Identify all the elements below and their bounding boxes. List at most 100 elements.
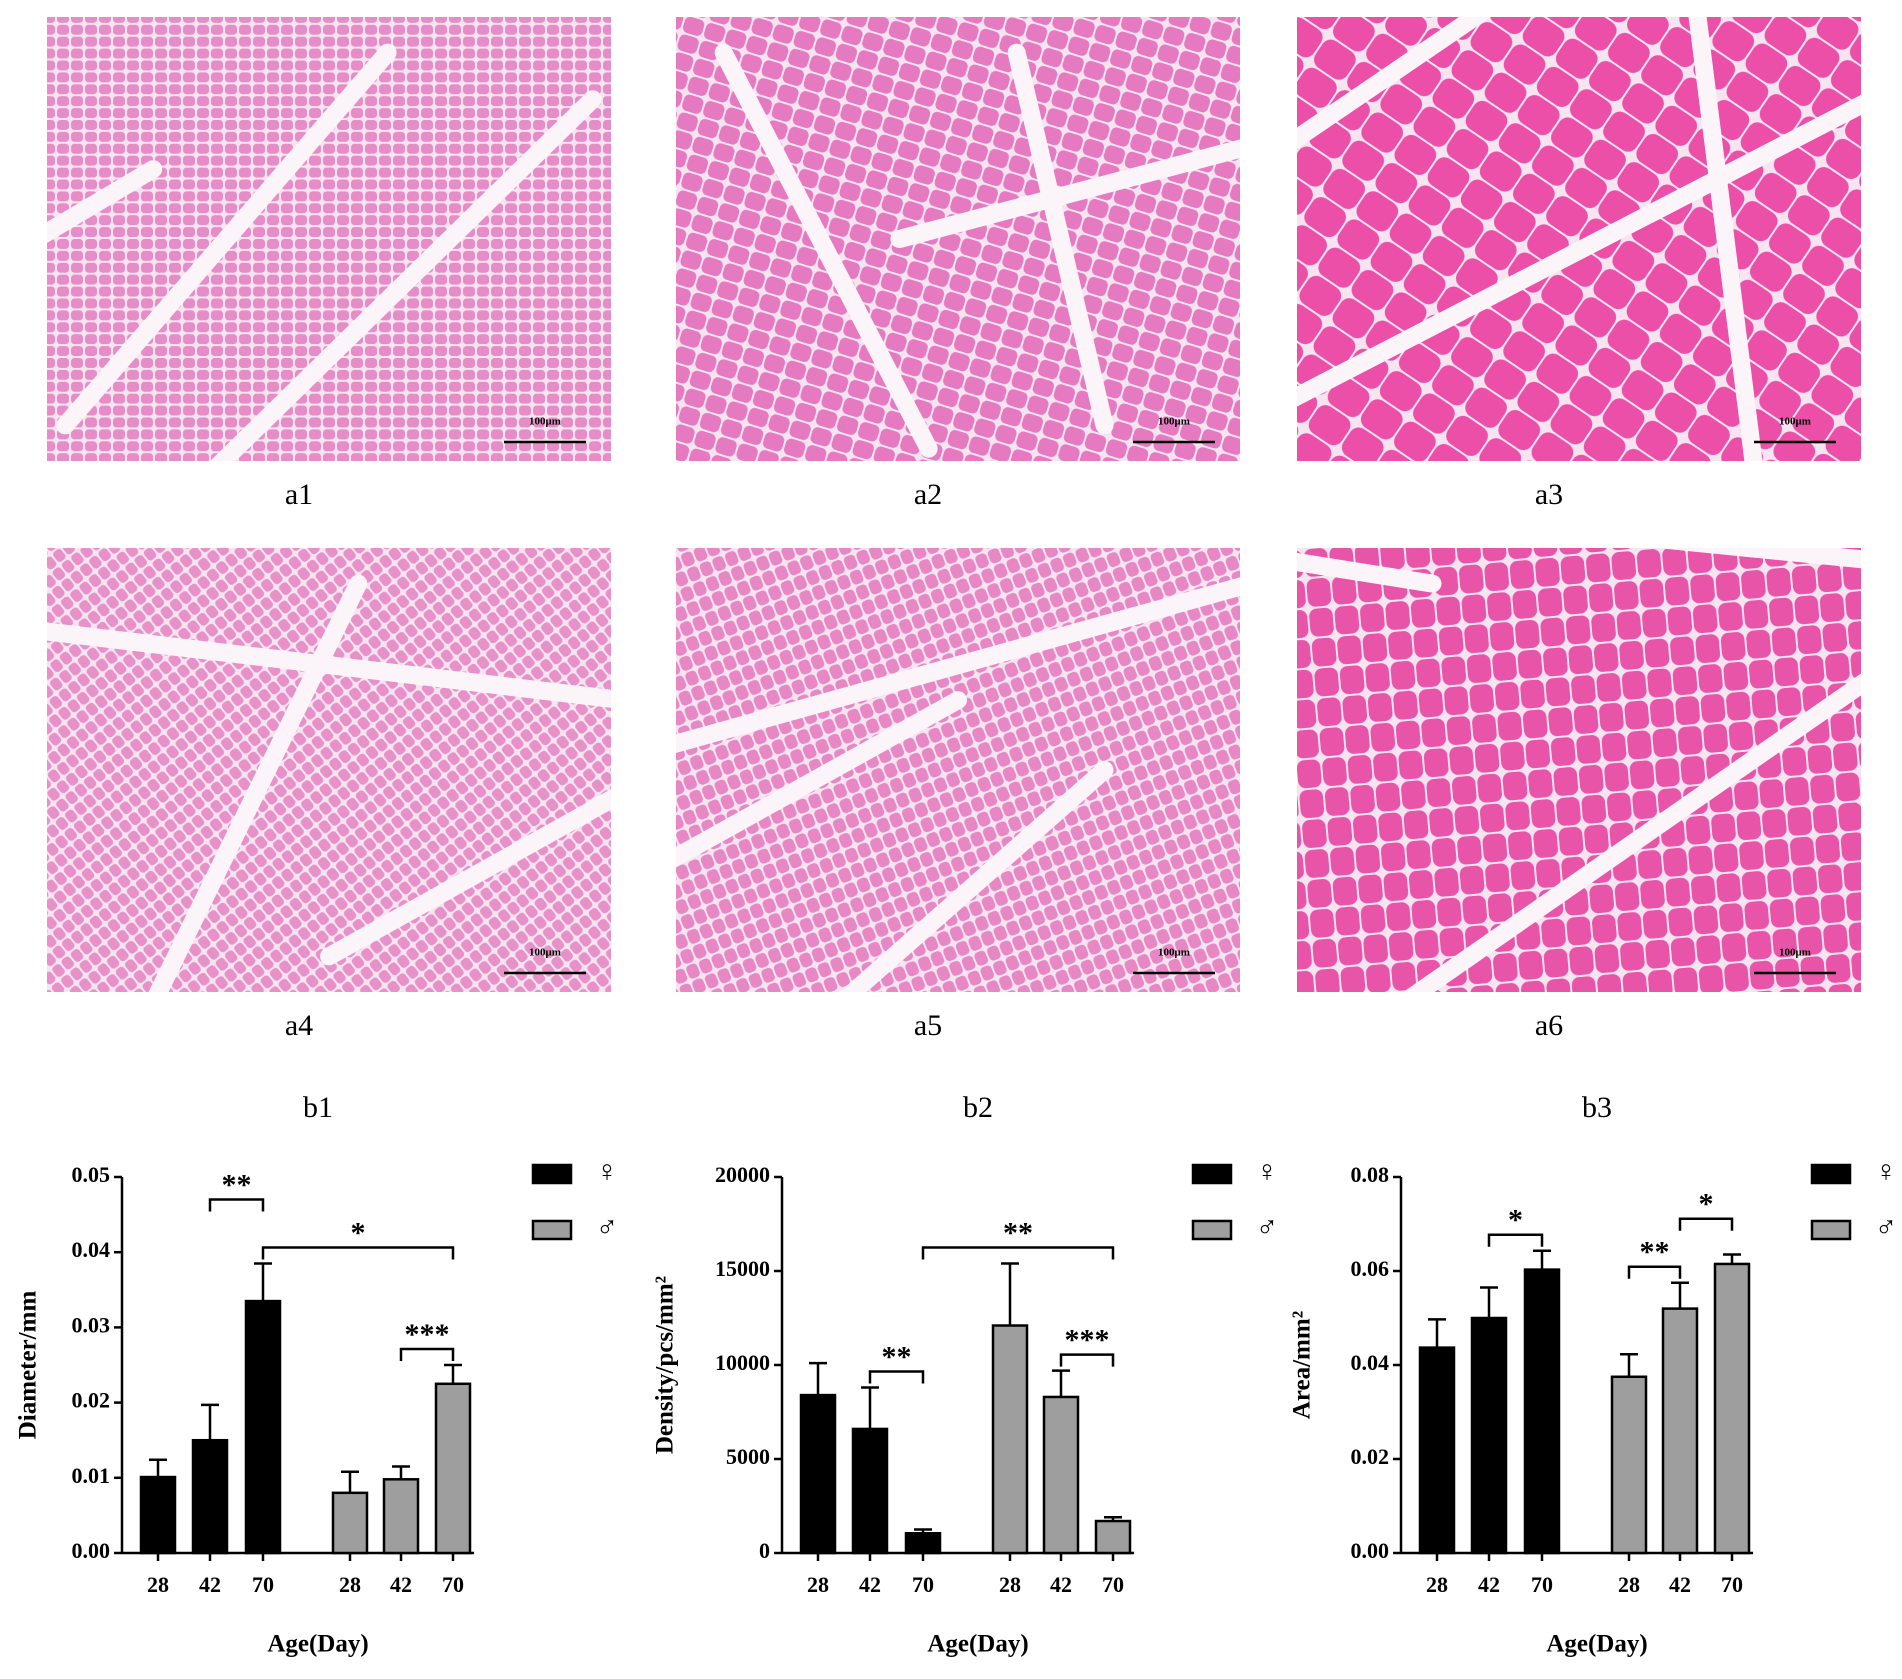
panel-label: a2 — [914, 478, 942, 511]
x-tick-label: 42 — [1669, 1572, 1691, 1597]
bar — [331, 1491, 369, 1555]
y-tick-label: 0.03 — [72, 1312, 111, 1337]
y-tick-label: 0.01 — [72, 1463, 111, 1488]
bar — [991, 1324, 1029, 1555]
significance-bracket — [261, 1246, 455, 1260]
y-tick-label: 0.05 — [72, 1162, 111, 1187]
y-axis-title: Density/pcs/mm² — [652, 1276, 679, 1454]
panel-border — [1275, 526, 1883, 1014]
y-axis-title: Diameter/mm — [15, 1291, 42, 1440]
scale-bar-label: 100μm — [1779, 947, 1811, 959]
panel-border — [654, 0, 1262, 483]
bar — [1523, 1268, 1561, 1555]
significance-bracket — [868, 1370, 925, 1384]
panel-label: a6 — [1535, 1009, 1563, 1042]
legend-label: ♀ — [596, 1155, 619, 1188]
significance-bracket — [1059, 1353, 1115, 1367]
legend-label: ♂ — [596, 1211, 619, 1244]
scale-bar-label: 100μm — [1779, 416, 1811, 428]
significance-label: * — [1508, 1204, 1523, 1237]
y-tick-label: 0.04 — [72, 1237, 111, 1262]
y-tick-label: 0.02 — [72, 1388, 111, 1413]
connective-tissue — [36, 169, 153, 239]
connective-tissue — [665, 584, 1251, 747]
significance-label: *** — [405, 1318, 450, 1351]
y-tick-label: 20000 — [715, 1162, 770, 1187]
x-tick-label: 70 — [442, 1572, 464, 1597]
bar — [1094, 1519, 1132, 1555]
panel-border — [25, 0, 633, 483]
chart-title: b1 — [303, 1091, 333, 1124]
bar — [1042, 1395, 1080, 1555]
legend-label: ♀ — [1256, 1155, 1279, 1188]
connective-tissue — [212, 99, 593, 472]
x-tick-label: 42 — [1050, 1572, 1072, 1597]
tissue — [36, 6, 622, 472]
panel-label: a1 — [285, 478, 313, 511]
bar — [1713, 1262, 1751, 1555]
x-tick-label: 28 — [999, 1572, 1021, 1597]
histology-image: 100μm — [1275, 0, 1883, 483]
y-tick-label: 5000 — [726, 1444, 770, 1469]
histology-image: 100μm — [25, 526, 633, 1014]
y-axis-title: Area/mm² — [1289, 1311, 1316, 1419]
scale-bar-label: 100μm — [1158, 947, 1190, 959]
y-tick-label: 0.00 — [72, 1538, 111, 1563]
connective-tissue — [1403, 677, 1872, 1003]
y-tick-label: 0.02 — [1351, 1444, 1390, 1469]
connective-tissue — [36, 630, 622, 700]
connective-tissue — [724, 53, 929, 449]
tissue — [1286, 537, 1872, 1003]
significance-label: ** — [222, 1168, 252, 1201]
x-tick-label: 42 — [390, 1572, 412, 1597]
significance-bracket — [1627, 1265, 1682, 1279]
y-tick-label: 0.04 — [1351, 1350, 1390, 1375]
x-axis-title: Age(Day) — [1546, 1631, 1647, 1658]
y-tick-label: 15000 — [715, 1256, 770, 1281]
connective-tissue — [1286, 6, 1491, 146]
connective-tissue — [841, 770, 1105, 1003]
x-tick-label: 28 — [807, 1572, 829, 1597]
significance-bracket — [921, 1246, 1115, 1260]
x-tick-label: 28 — [147, 1572, 169, 1597]
chart-title: b3 — [1582, 1091, 1612, 1124]
histology-image: 100μm — [654, 0, 1262, 483]
histology-image: 100μm — [1275, 526, 1883, 1014]
panel-border — [654, 526, 1262, 1014]
chart-title: b2 — [963, 1091, 993, 1124]
tissue — [36, 537, 622, 1003]
bar — [904, 1532, 942, 1555]
y-tick-label: 0.08 — [1351, 1162, 1390, 1187]
bar — [1610, 1375, 1648, 1555]
significance-bracket — [1487, 1233, 1544, 1247]
x-tick-label: 70 — [912, 1572, 934, 1597]
legend-swatch — [531, 1219, 573, 1241]
x-tick-label: 42 — [859, 1572, 881, 1597]
x-tick-label: 70 — [252, 1572, 274, 1597]
legend-label: ♂ — [1256, 1211, 1279, 1244]
connective-tissue — [1696, 6, 1755, 472]
bar — [851, 1427, 889, 1555]
connective-tissue — [899, 146, 1251, 239]
significance-label: ** — [882, 1340, 912, 1373]
significance-label: ** — [1003, 1216, 1033, 1249]
bar — [139, 1475, 177, 1555]
connective-tissue — [1017, 53, 1105, 426]
panel-border — [1275, 0, 1883, 483]
x-tick-label: 28 — [1426, 1572, 1448, 1597]
bar — [382, 1478, 420, 1555]
x-axis-title: Age(Day) — [267, 1631, 368, 1658]
histology-image: 100μm — [25, 0, 633, 483]
x-tick-label: 70 — [1102, 1572, 1124, 1597]
legend-swatch — [531, 1163, 573, 1185]
bar — [1661, 1307, 1699, 1555]
bar — [434, 1382, 472, 1555]
significance-label: *** — [1065, 1324, 1110, 1357]
legend-swatch — [1191, 1219, 1233, 1241]
connective-tissue — [65, 53, 387, 426]
connective-tissue — [1286, 560, 1433, 583]
legend-label: ♀ — [1875, 1155, 1898, 1188]
scale-bar-label: 100μm — [1158, 416, 1190, 428]
bar — [1470, 1316, 1508, 1555]
